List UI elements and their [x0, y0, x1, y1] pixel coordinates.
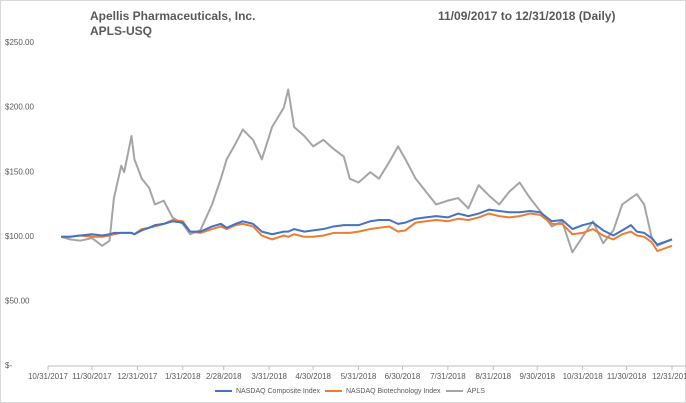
x-tick-label: 7/31/2018: [430, 372, 466, 381]
y-tick-label: $50.00: [5, 297, 30, 306]
x-tick-label: 3/31/2018: [251, 372, 287, 381]
legend-label: NASDAQ Biotechnology Index: [346, 388, 441, 395]
x-tick-label: 11/30/2018: [607, 372, 647, 381]
y-tick-label: $200.00: [5, 103, 34, 112]
chart-subtitle: APLS-USQ: [90, 24, 152, 38]
x-tick-label: 5/31/2018: [341, 372, 377, 381]
y-tick-label: $250.00: [5, 38, 34, 47]
x-tick-label: 6/30/2018: [385, 372, 421, 381]
x-tick-label: 8/31/2018: [475, 372, 511, 381]
series-line: [60, 88, 673, 254]
series-line: [61, 208, 673, 246]
x-tick-label: 12/31/2017: [117, 372, 158, 381]
legend-label: NASDAQ Composite Index: [236, 388, 321, 395]
x-tick-label: 2/28/2018: [206, 372, 242, 381]
x-tick-label: 10/31/2017: [28, 372, 69, 381]
x-tick-label: 1/31/2018: [165, 372, 201, 381]
y-tick-label: $100.00: [5, 232, 34, 241]
date-range: 11/09/2017 to 12/31/2018 (Daily): [438, 9, 615, 23]
x-tick-label: 12/31/2018: [652, 372, 686, 381]
x-tick-label: 4/30/2018: [295, 372, 331, 381]
y-tick-label: $-: [5, 361, 12, 370]
chart-title: Apellis Pharmaceuticals, Inc.: [90, 9, 255, 23]
x-tick-label: 11/30/2017: [72, 372, 112, 381]
x-tick-label: 9/30/2018: [519, 372, 555, 381]
legend-label: APLS: [467, 388, 485, 395]
x-tick-label: 10/31/2018: [563, 372, 604, 381]
y-tick-label: $150.00: [5, 167, 34, 176]
